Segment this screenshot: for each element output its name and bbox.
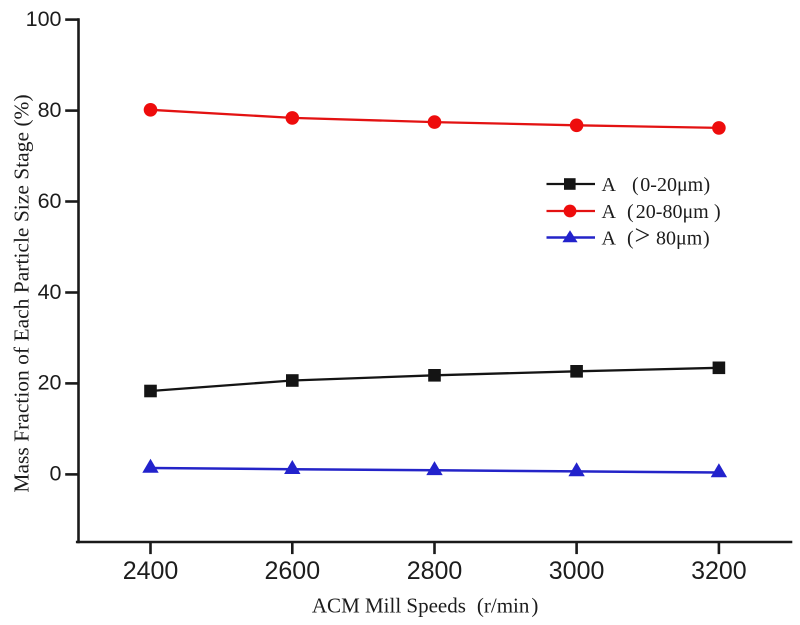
- svg-text:Mass Fraction of Each Particle: Mass Fraction of Each Particle Size Stag…: [10, 94, 34, 492]
- svg-text:ACM Mill Speeds(r/min): ACM Mill Speeds (r/min): [312, 594, 539, 618]
- svg-text:2800: 2800: [407, 557, 463, 585]
- svg-text:20: 20: [38, 371, 62, 395]
- svg-text:2600: 2600: [264, 557, 320, 585]
- svg-text:40: 40: [38, 280, 62, 304]
- svg-text:3200: 3200: [691, 557, 747, 585]
- svg-text:0: 0: [50, 462, 62, 486]
- svg-text:A(20-80μm): A(20-80μm): [602, 201, 721, 223]
- svg-text:100: 100: [26, 7, 62, 31]
- svg-text:60: 60: [38, 189, 62, 213]
- svg-text:2400: 2400: [123, 557, 179, 585]
- svg-text:3000: 3000: [549, 557, 605, 585]
- svg-text:80: 80: [38, 98, 62, 122]
